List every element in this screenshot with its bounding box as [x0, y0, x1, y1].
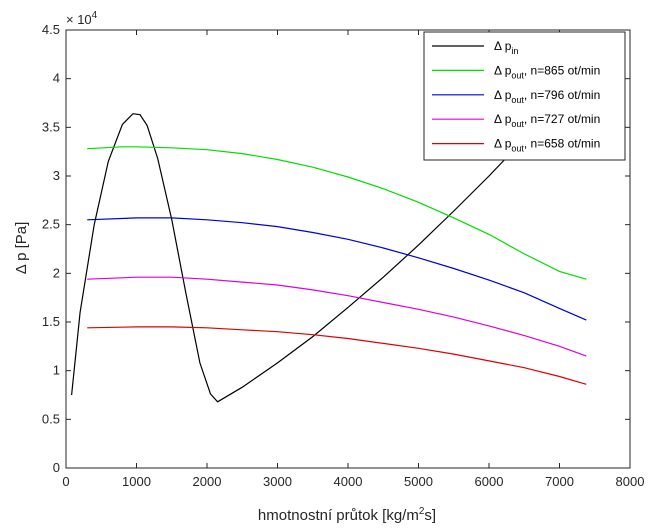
y-tick-label: 1: [53, 363, 60, 378]
series-line-1: [87, 146, 587, 280]
x-tick-label: 7000: [545, 474, 574, 489]
legend-entry: Δ pout, n=727 ot/min: [494, 112, 600, 129]
legend-entry: Δ pin: [494, 39, 518, 56]
series-line-3: [87, 276, 587, 357]
x-tick-label: 5000: [404, 474, 433, 489]
legend: Δ pin Δ pout, n=865 ot/min Δ pout, n=796 o…: [423, 31, 626, 161]
y-axis-exponent: × 104: [66, 10, 98, 27]
y-tick-label: 1.5: [42, 314, 60, 329]
series-line-0: [71, 97, 560, 403]
y-tick-label: 2.5: [42, 217, 60, 232]
y-tick-label: 0: [53, 460, 60, 475]
y-tick-label: 2: [53, 265, 60, 280]
x-tick-label: 2000: [193, 474, 222, 489]
x-tick-label: 8000: [616, 474, 645, 489]
y-tick-label: 4.5: [42, 22, 60, 37]
legend-entry: Δ pout, n=658 ot/min: [494, 137, 600, 154]
y-tick-label: 3.5: [42, 119, 60, 134]
series-line-2: [87, 217, 587, 321]
x-axis-label: hmotnostní průtok [kg/m2s]: [258, 506, 436, 524]
tick-labels: 0 1000 2000 3000 4000 5000 6000 7000 8000 0 0.5 1 1.…: [42, 22, 645, 489]
x-tick-label: 3000: [263, 474, 292, 489]
plot-lines: [71, 97, 587, 403]
y-tick-label: 4: [53, 71, 60, 86]
series-line-4: [87, 326, 587, 385]
legend-entry: Δ pout, n=796 ot/min: [494, 88, 600, 105]
x-tick-label: 6000: [475, 474, 504, 489]
y-tick-label: 3: [53, 168, 60, 183]
x-tick-label: 4000: [334, 474, 363, 489]
legend-box: [423, 31, 626, 161]
y-tick-label: 0.5: [42, 411, 60, 426]
x-tick-label: 1000: [122, 474, 151, 489]
y-axis-label: Δ p [Pa]: [13, 222, 30, 275]
legend-entry: Δ pout, n=865 ot/min: [494, 63, 600, 80]
x-tick-label: 0: [62, 474, 69, 489]
